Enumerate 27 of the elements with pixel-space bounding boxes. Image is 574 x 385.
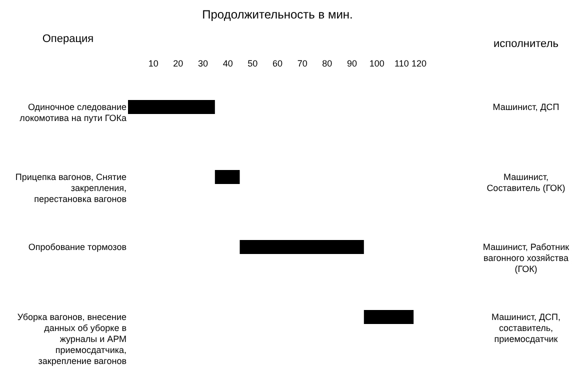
- x-tick-label: 120: [411, 58, 426, 68]
- x-tick-label: 40: [222, 58, 233, 68]
- y-tick-label: Опробование тормозов: [28, 242, 127, 252]
- x-tick-label: 10: [148, 58, 158, 68]
- x-tick-label: 80: [322, 58, 332, 68]
- x-tick-label: 50: [248, 58, 258, 68]
- y2-tick-label: Машинист, Работник вагонного хозяйства (ГОК): [482, 242, 570, 274]
- y-tick-label: Прицепка вагонов, Снятие закрепления, перестановка вагонов: [15, 172, 127, 204]
- y-tick-label: Одиночное следование локомотива на пути ГОКа: [20, 102, 126, 123]
- y-axis-title: Операция: [42, 33, 94, 45]
- bar: [214, 170, 240, 184]
- y2-tick-label: Машинист, Составитель (ГОК): [486, 172, 566, 193]
- bar: [128, 100, 215, 114]
- x-tick-label: 20: [173, 58, 184, 68]
- x-tick-label: 90: [346, 58, 358, 68]
- text: исполнитель: [494, 38, 559, 50]
- x-tick-label: 60: [272, 58, 283, 68]
- x-tick-label: 100: [369, 58, 384, 68]
- y2-tick-label: Машинист, ДСП, составитель, приемосдатчик: [491, 312, 561, 344]
- x-tick-label: 70: [297, 58, 308, 68]
- x-tick-label: 30: [198, 58, 208, 68]
- x-axis-title: Продолжительность в мин.: [202, 8, 353, 22]
- bar: [364, 310, 414, 324]
- y2-tick-label: Машинист, ДСП: [492, 102, 560, 112]
- y-tick-label: Уборка вагонов, внесение данных об уборке в журналы и АРМ приемосдатчика, закрепление вагонов: [17, 312, 127, 366]
- x-tick-label: 110: [394, 58, 409, 68]
- bar: [240, 240, 364, 254]
